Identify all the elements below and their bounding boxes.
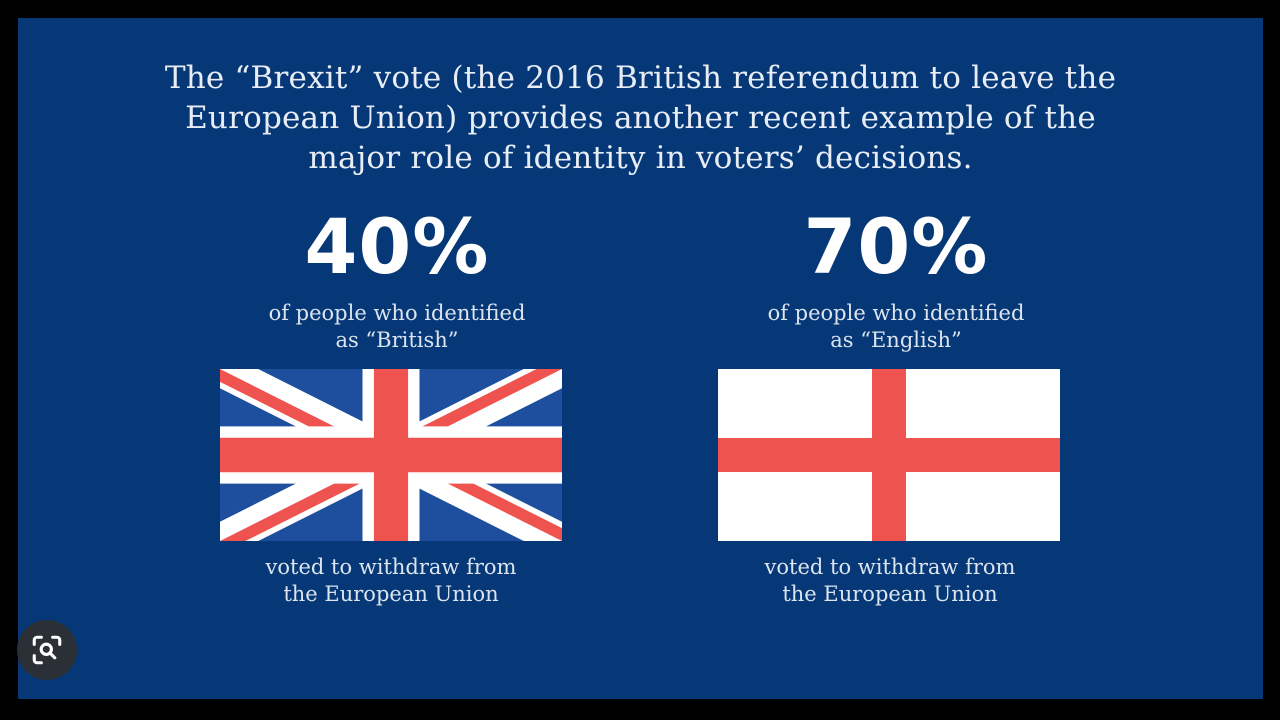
outcome-line: voted to withdraw from: [265, 555, 517, 579]
identity-line: as “British”: [335, 328, 459, 352]
st-george-cross-flag-icon: [718, 369, 1060, 541]
identity-line: as “English”: [830, 328, 962, 352]
intro-line: The “Brexit” vote (the 2016 British refe…: [164, 60, 1117, 96]
intro-line: European Union) provides another recent …: [185, 100, 1096, 136]
intro-line: major role of identity in voters’ decisi…: [308, 140, 973, 176]
british-stat: 40% of people who identified as “British…: [197, 204, 597, 354]
identity-line: of people who identified: [767, 301, 1025, 325]
outcome-line: voted to withdraw from: [764, 555, 1016, 579]
outcome-line: the European Union: [283, 582, 499, 606]
british-percent: 40%: [304, 202, 490, 291]
lens-search-button[interactable]: [17, 620, 77, 680]
infographic-panel: The “Brexit” vote (the 2016 British refe…: [18, 18, 1263, 699]
british-outcome-text: voted to withdraw from the European Unio…: [191, 554, 591, 608]
lens-search-icon: [32, 635, 62, 665]
english-stat: 70% of people who identified as “English…: [696, 204, 1096, 354]
st-george-horizontal-bar: [718, 438, 1060, 472]
english-identity-text: of people who identified as “English”: [696, 300, 1096, 354]
union-jack-flag-icon: [220, 369, 562, 541]
british-identity-text: of people who identified as “British”: [197, 300, 597, 354]
intro-text: The “Brexit” vote (the 2016 British refe…: [128, 58, 1153, 178]
identity-line: of people who identified: [268, 301, 526, 325]
english-percent: 70%: [803, 202, 989, 291]
english-outcome-text: voted to withdraw from the European Unio…: [690, 554, 1090, 608]
outcome-line: the European Union: [782, 582, 998, 606]
